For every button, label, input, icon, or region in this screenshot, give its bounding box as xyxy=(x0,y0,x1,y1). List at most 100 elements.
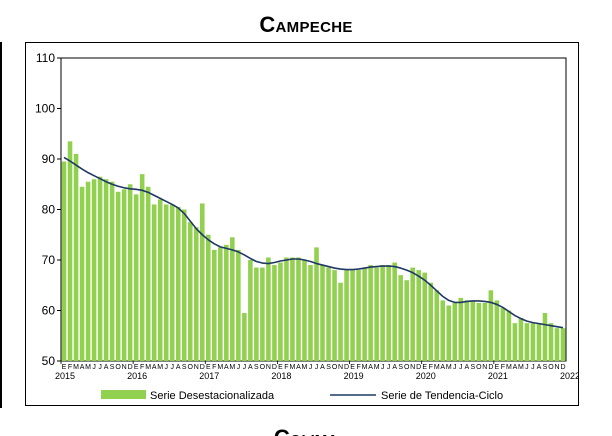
x-month-label: O xyxy=(115,364,121,371)
x-month-label: O xyxy=(404,364,410,371)
x-month-label: A xyxy=(248,364,253,371)
x-month-label: F xyxy=(356,364,360,371)
x-month-label: D xyxy=(272,364,277,371)
bar xyxy=(350,270,355,361)
x-month-label: M xyxy=(157,364,163,371)
bar xyxy=(338,282,343,361)
trend-line-layer xyxy=(63,156,564,329)
x-month-label: A xyxy=(392,364,397,371)
x-month-label: M xyxy=(302,364,308,371)
x-month-label: D xyxy=(416,364,421,371)
x-month-label: S xyxy=(470,364,475,371)
x-month-label: A xyxy=(224,364,229,371)
bar xyxy=(151,204,157,361)
bar xyxy=(404,280,409,361)
bar xyxy=(193,227,199,361)
x-month-label: E xyxy=(350,364,355,371)
bar xyxy=(224,244,229,361)
y-tick-label: 80 xyxy=(42,203,56,217)
x-month-label: J xyxy=(387,364,391,371)
x-month-label: S xyxy=(398,364,403,371)
x-month-label: A xyxy=(176,364,181,371)
x-year-label: 2020 xyxy=(416,371,436,381)
bar xyxy=(482,302,488,361)
bar xyxy=(494,300,500,361)
bar xyxy=(145,186,151,361)
page-title: Campeche xyxy=(259,12,353,37)
next-chart-title: Colima xyxy=(0,425,612,436)
bar xyxy=(512,323,518,362)
bar xyxy=(470,300,476,361)
x-year-label: 2022 xyxy=(560,371,578,381)
bar xyxy=(392,262,397,361)
x-month-label: F xyxy=(501,364,505,371)
x-month-label: E xyxy=(62,364,67,371)
bar xyxy=(554,328,560,361)
x-month-label: M xyxy=(229,364,235,371)
x-month-label: F xyxy=(212,364,216,371)
x-month-label: J xyxy=(309,364,313,371)
bar xyxy=(374,267,379,361)
bar xyxy=(260,267,265,361)
x-month-label: J xyxy=(164,364,168,371)
x-month-label: M xyxy=(434,364,440,371)
x-month-label: A xyxy=(152,364,157,371)
x-month-label: J xyxy=(453,364,457,371)
bar xyxy=(368,265,373,361)
left-divider xyxy=(0,42,2,408)
bar xyxy=(236,249,241,361)
bar xyxy=(242,313,247,361)
x-month-label: J xyxy=(525,364,529,371)
bar xyxy=(91,179,97,361)
bar xyxy=(464,300,470,361)
x-month-label: O xyxy=(548,364,554,371)
bar xyxy=(446,305,452,361)
bar xyxy=(218,247,223,362)
x-month-label: O xyxy=(476,364,482,371)
x-month-label: A xyxy=(537,364,542,371)
x-month-label: F xyxy=(140,364,144,371)
x-month-label: M xyxy=(506,364,512,371)
y-tick-label: 110 xyxy=(36,51,55,65)
y-tick-label: 100 xyxy=(35,102,55,116)
bar xyxy=(302,260,307,361)
x-month-label: J xyxy=(237,364,241,371)
y-tick-label: 70 xyxy=(42,253,56,267)
bar xyxy=(97,176,103,361)
x-year-label: 2016 xyxy=(127,371,147,381)
x-month-label: A xyxy=(464,364,469,371)
bar xyxy=(206,234,211,361)
x-month-label: J xyxy=(459,364,463,371)
x-month-label: M xyxy=(85,364,91,371)
bar xyxy=(518,318,524,361)
x-month-label: J xyxy=(315,364,319,371)
x-year-label: 2019 xyxy=(344,371,364,381)
y-tick-label: 50 xyxy=(42,354,56,368)
bar xyxy=(200,203,205,361)
x-month-label: F xyxy=(429,364,433,371)
bar xyxy=(344,270,349,361)
x-month-label: O xyxy=(332,364,338,371)
x-year-label: 2015 xyxy=(55,371,75,381)
bar xyxy=(560,328,566,361)
bar xyxy=(266,257,271,361)
x-month-label: O xyxy=(188,364,194,371)
x-month-label: D xyxy=(128,364,133,371)
bar xyxy=(434,290,440,361)
x-month-label: A xyxy=(513,364,518,371)
bar xyxy=(416,270,421,361)
bar xyxy=(181,209,187,361)
bar xyxy=(452,302,458,361)
bar xyxy=(133,194,139,361)
x-month-label: M xyxy=(362,364,368,371)
x-month-label: M xyxy=(290,364,296,371)
x-month-label: J xyxy=(170,364,174,371)
x-month-label: A xyxy=(440,364,445,371)
x-month-label: M xyxy=(217,364,223,371)
x-month-label: D xyxy=(344,364,349,371)
bar xyxy=(536,323,542,362)
x-month-label: J xyxy=(531,364,535,371)
x-month-label: E xyxy=(134,364,139,371)
bar xyxy=(212,249,217,361)
